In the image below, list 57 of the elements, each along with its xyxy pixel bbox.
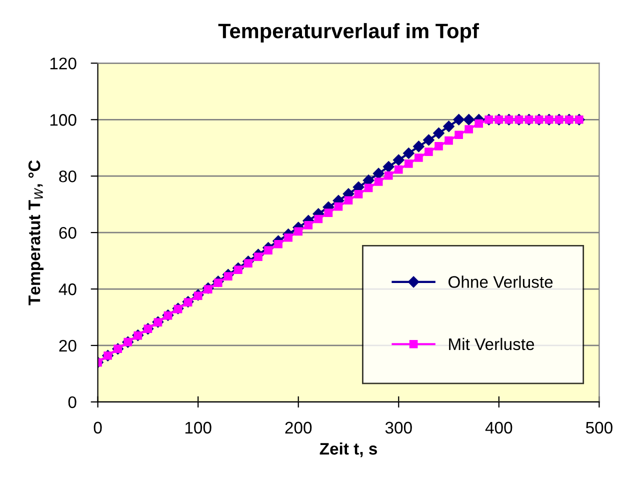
- x-tick-label: 500: [586, 422, 612, 434]
- x-axis-title: Zeit t, s: [320, 442, 377, 458]
- point: [214, 278, 222, 287]
- point: [444, 136, 453, 145]
- point: [423, 134, 434, 146]
- point: [464, 125, 473, 134]
- x-tick-label: 0: [94, 422, 102, 434]
- point: [324, 208, 333, 217]
- point: [393, 154, 404, 166]
- point: [454, 130, 463, 140]
- point: [244, 259, 252, 268]
- point: [403, 148, 414, 159]
- legend-label: Ohne Verluste: [448, 276, 553, 288]
- y-tick-label: 100: [50, 114, 76, 126]
- point: [354, 190, 363, 198]
- point: [434, 142, 443, 150]
- point: [264, 246, 272, 254]
- x-tick-label: 300: [385, 422, 412, 434]
- y-tick-label: 0: [68, 396, 76, 408]
- point: [374, 178, 383, 186]
- point: [413, 140, 424, 152]
- y-tick-label: 20: [59, 340, 76, 352]
- y-tick-label: 80: [59, 170, 76, 182]
- point: [204, 285, 212, 294]
- point: [433, 128, 444, 139]
- point: [364, 184, 373, 192]
- chart-title: Temperaturverlauf im Topf: [218, 23, 479, 43]
- point: [404, 160, 413, 168]
- x-tick-label: 400: [485, 422, 512, 434]
- point: [414, 154, 423, 162]
- point: [383, 161, 394, 172]
- point: [334, 202, 343, 211]
- point: [284, 233, 292, 242]
- y-tick-label: 40: [58, 283, 76, 296]
- point: [234, 266, 242, 274]
- point: [274, 240, 282, 248]
- point: [474, 119, 484, 128]
- point: [443, 120, 454, 132]
- point: [224, 272, 232, 280]
- y-tick-label: 120: [50, 58, 76, 70]
- x-tick-label: 100: [185, 422, 212, 434]
- point: [294, 227, 303, 236]
- y-axis-title: Temperatut T$_{W}$, °C: [28, 160, 44, 306]
- point: [453, 114, 464, 126]
- point: [463, 114, 474, 126]
- point: [384, 171, 393, 180]
- point: [194, 292, 202, 300]
- point: [254, 252, 262, 261]
- point: [344, 196, 353, 205]
- x-tick-label: 200: [285, 422, 312, 434]
- point: [314, 214, 323, 224]
- point: [304, 221, 313, 230]
- point: [372, 168, 384, 180]
- point: [394, 165, 403, 174]
- point: [424, 148, 433, 156]
- y-tick-label: 60: [59, 226, 76, 239]
- legend-label: Mit Verluste: [449, 338, 534, 350]
